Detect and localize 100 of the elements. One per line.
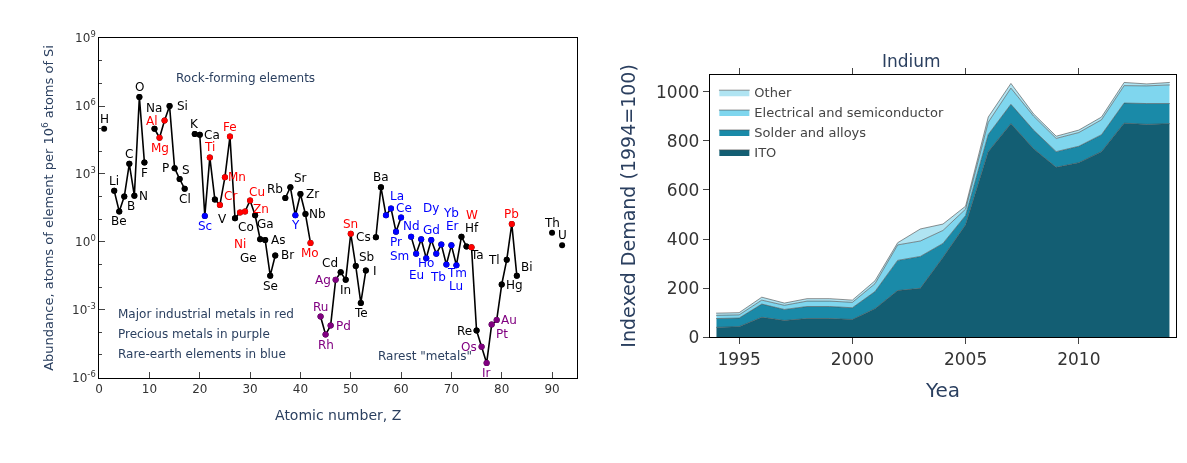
data-label: Au — [501, 313, 517, 327]
x-axis-title: Atomic number, Z — [275, 407, 402, 424]
x-tick-label: 30 — [242, 382, 258, 396]
x-tick-label: 60 — [393, 382, 409, 396]
data-label: S — [182, 163, 190, 177]
data-label: Al — [146, 114, 158, 128]
data-label: Y — [291, 218, 300, 232]
data-label: Ir — [482, 366, 491, 380]
legend-label: ITO — [754, 144, 777, 160]
data-label: Sr — [294, 171, 307, 185]
data-label: Dy — [423, 201, 440, 215]
x-tick-label: 2010 — [1057, 348, 1101, 369]
data-label: Hg — [506, 278, 523, 292]
y-tick-label: 800 — [666, 130, 700, 151]
data-label: Ti — [204, 140, 216, 154]
data-label: Mg — [151, 141, 169, 155]
data-label: Sm — [390, 249, 410, 263]
y-tick-label: 10$^{6}$ — [75, 97, 96, 114]
data-label: I — [373, 264, 377, 278]
data-label: Gd — [423, 223, 440, 237]
y-tick-label: 400 — [666, 228, 700, 249]
data-label: Th — [544, 216, 560, 230]
data-label: Cs — [356, 230, 371, 244]
data-label: Sc — [198, 219, 213, 233]
data-label: P — [162, 161, 170, 175]
x-tick-label: 10 — [141, 382, 158, 396]
x-tick-label: 1995 — [717, 348, 761, 369]
annotation: Precious metals in purple — [118, 327, 270, 341]
data-label: Hf — [465, 221, 480, 235]
x-axis-title: Yea — [924, 378, 961, 403]
data-label: F — [141, 166, 148, 180]
legend-label: Other — [754, 85, 792, 101]
point — [101, 125, 108, 132]
data-label: Nd — [403, 219, 420, 233]
chart-title: Indium — [882, 51, 941, 71]
x-tick-label: 20 — [192, 382, 208, 396]
y-tick-label: 10$^{3}$ — [75, 165, 96, 182]
data-label: Ca — [204, 128, 220, 142]
data-label: Er — [446, 219, 459, 233]
y-tick-label: 600 — [666, 179, 700, 200]
data-label: In — [340, 283, 352, 297]
data-label: Rh — [318, 338, 334, 352]
x-tick-label: 2000 — [830, 348, 874, 369]
data-label: Si — [177, 99, 188, 113]
data-label: Li — [109, 174, 120, 188]
data-label: Fe — [223, 120, 237, 134]
point — [559, 242, 566, 249]
data-label: Cl — [179, 192, 191, 206]
x-tick-label: 50 — [343, 382, 359, 396]
legend-label: Electrical and semiconductor — [754, 105, 944, 121]
data-label: Zr — [306, 187, 320, 201]
data-label: W — [466, 208, 478, 222]
annotation: Rare-earth elements in blue — [118, 347, 286, 361]
data-label: Rb — [267, 182, 283, 196]
annotation: Rock-forming elements — [176, 71, 316, 85]
data-label: Ag — [315, 273, 331, 287]
y-tick-label: 10$^{-3}$ — [72, 300, 96, 317]
data-label: Nb — [309, 207, 326, 221]
x-tick-label: 90 — [544, 382, 560, 396]
annotation: Major industrial metals in red — [118, 307, 294, 321]
data-label: Lu — [449, 279, 464, 293]
legend-label: Solder and alloys — [754, 125, 867, 141]
data-label: Ce — [396, 201, 412, 215]
x-tick-label: 2005 — [943, 348, 988, 369]
data-label: Cd — [322, 256, 338, 270]
data-label: Pt — [496, 327, 509, 341]
data-label: N — [139, 189, 148, 203]
data-label: Ba — [373, 170, 389, 184]
data-label: Be — [111, 214, 127, 228]
data-label: Tb — [430, 270, 446, 284]
data-label: Te — [354, 306, 368, 320]
data-label: Tl — [488, 253, 500, 267]
data-label: La — [390, 189, 405, 203]
data-label: C — [125, 147, 134, 161]
x-tick-label: 40 — [292, 382, 309, 396]
y-tick-label: 0 — [688, 327, 700, 348]
data-label: B — [127, 199, 136, 213]
point — [549, 229, 556, 236]
data-label: H — [100, 112, 110, 126]
data-label: Pd — [336, 319, 351, 333]
data-label: V — [218, 212, 227, 226]
data-label: Mo — [301, 246, 319, 260]
y-tick-label: 10$^{0}$ — [75, 233, 96, 250]
data-label: Bi — [521, 260, 533, 274]
data-label: Re — [457, 324, 473, 338]
data-label: Tm — [447, 266, 468, 280]
data-label: Pb — [504, 207, 519, 221]
data-label: O — [135, 80, 145, 94]
x-tick-label: 70 — [443, 382, 460, 396]
data-label: Yb — [443, 206, 459, 220]
y-tick-label: 10$^{9}$ — [75, 29, 96, 46]
data-label: K — [190, 117, 199, 131]
data-label: Ga — [257, 217, 274, 231]
data-label: Pr — [390, 235, 403, 249]
data-label: Ni — [234, 237, 247, 251]
data-label: Sb — [359, 250, 375, 264]
data-label: Cu — [249, 185, 265, 199]
y-axis-title: Indexed Demand (1994=100) — [616, 64, 639, 348]
data-label: Eu — [409, 268, 425, 282]
data-label: Zn — [253, 202, 269, 216]
